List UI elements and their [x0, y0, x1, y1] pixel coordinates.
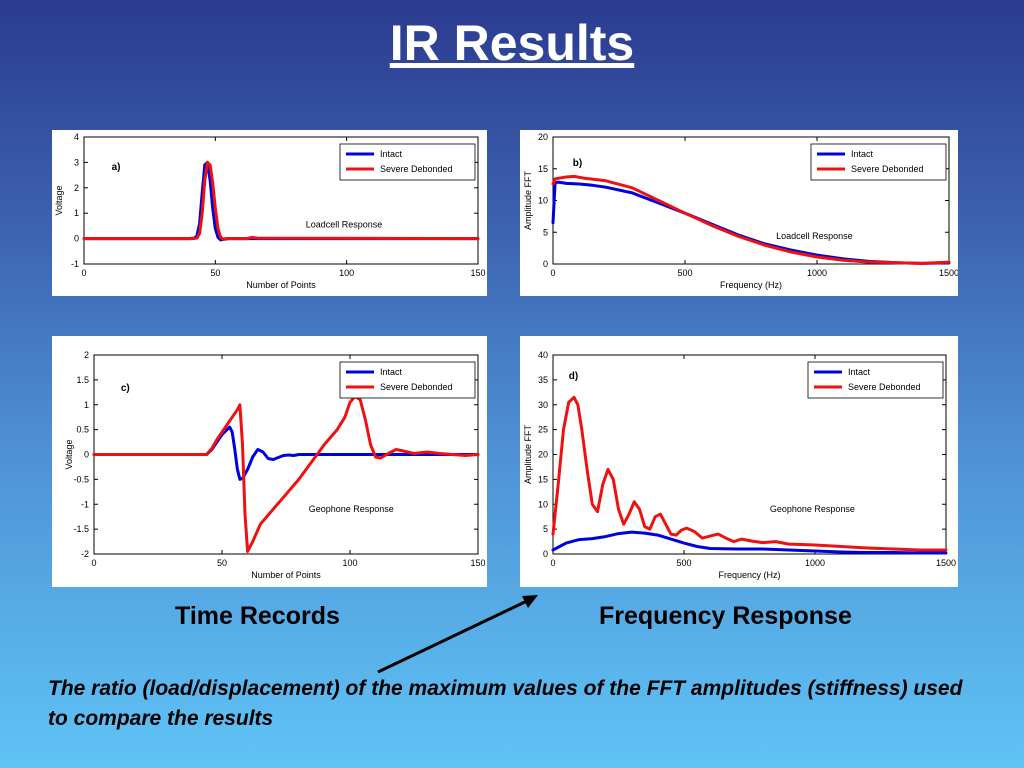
x-tick-label: 150 [470, 558, 485, 568]
y-tick-label: -2 [81, 549, 89, 559]
x-tick-label: 0 [550, 558, 555, 568]
x-tick-label: 1500 [939, 268, 958, 278]
y-tick-label: 30 [538, 400, 548, 410]
axes-box [83, 136, 479, 265]
caption-frequency-response: Frequency Response [599, 602, 852, 630]
y-tick-label: 2 [84, 350, 89, 360]
y-axis-label: Voltage [54, 185, 64, 215]
chart-panel-d: 0 500 1000 1500 0 5 10 15 20 25 30 35 40 Frequency (H… [520, 336, 958, 587]
x-axis-label: Frequency (Hz) [720, 280, 782, 290]
y-tick-label: 0 [543, 259, 548, 269]
stiffness-note: The ratio (load/displacement) of the max… [48, 677, 963, 730]
response-annotation: Loadcell Response [306, 219, 383, 229]
y-tick-label: 35 [538, 375, 548, 385]
y-tick-label: 10 [538, 499, 548, 509]
legend-entry: Intact [380, 149, 403, 159]
x-tick-label: 1500 [936, 558, 956, 568]
y-tick-label: 1 [74, 208, 79, 218]
y-tick-label: 5 [543, 227, 548, 237]
y-tick-label: -1.5 [73, 524, 89, 534]
panel-label: c) [121, 383, 130, 394]
legend-entry: Intact [380, 367, 403, 377]
y-tick-label: 3 [74, 157, 79, 167]
x-tick-label: 500 [676, 558, 691, 568]
y-axis-label: Amplitude FFT [523, 424, 533, 484]
response-annotation: Loadcell Response [776, 231, 853, 241]
legend-entry: Severe Debonded [380, 164, 453, 174]
y-tick-label: 0.5 [76, 425, 89, 435]
x-tick-label: 150 [470, 268, 485, 278]
legend-entry: Severe Debonded [380, 382, 453, 392]
y-tick-label: 1.5 [76, 375, 89, 385]
y-tick-label: 10 [538, 196, 548, 206]
x-tick-label: 0 [91, 558, 96, 568]
x-axis-label: Frequency (Hz) [718, 570, 780, 580]
x-axis-label: Number of Points [251, 570, 321, 580]
x-tick-label: 100 [339, 268, 354, 278]
x-tick-label: 50 [210, 268, 220, 278]
chart-svg: 0 500 1000 1500 0 5 10 15 20 Frequency (Hz) Amplit… [523, 132, 958, 290]
y-tick-label: 20 [538, 132, 548, 142]
x-tick-label: 1000 [805, 558, 825, 568]
panel-label: d) [569, 371, 578, 382]
y-tick-label: 40 [538, 350, 548, 360]
chart-panel-c: 0 50 100 150 -2 -1.5 -1 -0.5 0 0.5 1 1.5 2 Number of … [52, 336, 487, 587]
series-line-severe-debonded [551, 174, 951, 265]
legend-box [339, 143, 476, 181]
x-tick-label: 0 [81, 268, 86, 278]
chart-svg: 0 50 100 150 -2 -1.5 -1 -0.5 0 0.5 1 1.5 2 Number of … [64, 350, 486, 580]
y-tick-label: -1 [71, 259, 79, 269]
series-line-severe-debonded [551, 395, 948, 552]
response-annotation: Geophone Response [770, 504, 855, 514]
x-tick-label: 500 [677, 268, 692, 278]
y-tick-label: 15 [538, 164, 548, 174]
legend-entry: Intact [851, 149, 874, 159]
y-tick-label: -0.5 [73, 474, 89, 484]
x-tick-label: 100 [342, 558, 357, 568]
legend-box [339, 361, 476, 399]
response-annotation: Geophone Response [309, 504, 394, 514]
legend-entry: Severe Debonded [851, 164, 924, 174]
legend-box [810, 143, 947, 181]
x-axis-label: Number of Points [246, 280, 316, 290]
y-tick-label: 0 [84, 450, 89, 460]
x-tick-label: 0 [550, 268, 555, 278]
slide-title: IR Results [389, 15, 635, 71]
legend-box [807, 361, 944, 399]
caption-time-records: Time Records [175, 602, 340, 630]
legend-entry: Severe Debonded [848, 382, 921, 392]
series-line-severe-debonded [92, 394, 480, 553]
chart-panel-b: 0 500 1000 1500 0 5 10 15 20 Frequency (Hz) Amplit… [520, 130, 958, 296]
y-tick-label: 25 [538, 425, 548, 435]
y-axis-label: Voltage [64, 439, 74, 469]
x-tick-label: 50 [217, 558, 227, 568]
chart-svg: 0 500 1000 1500 0 5 10 15 20 25 30 35 40 Frequency (H… [523, 350, 956, 580]
series-line-intact [551, 530, 948, 555]
y-tick-label: 0 [543, 549, 548, 559]
legend-entry: Intact [848, 367, 871, 377]
y-tick-label: 2 [74, 183, 79, 193]
y-axis-label: Amplitude FFT [523, 170, 533, 230]
x-tick-label: 1000 [807, 268, 827, 278]
panel-label: a) [112, 162, 121, 173]
panel-label: b) [573, 158, 582, 169]
y-tick-label: 1 [84, 400, 89, 410]
series-line-severe-debonded [82, 160, 480, 241]
y-tick-label: 5 [543, 524, 548, 534]
y-tick-label: 4 [74, 132, 79, 142]
chart-panel-a: 0 50 100 150 -1 0 1 2 3 4 Number of Points Voltage a… [52, 130, 487, 296]
y-tick-label: 20 [538, 450, 548, 460]
y-tick-label: 15 [538, 474, 548, 484]
y-tick-label: 0 [74, 234, 79, 244]
y-tick-label: -1 [81, 499, 89, 509]
